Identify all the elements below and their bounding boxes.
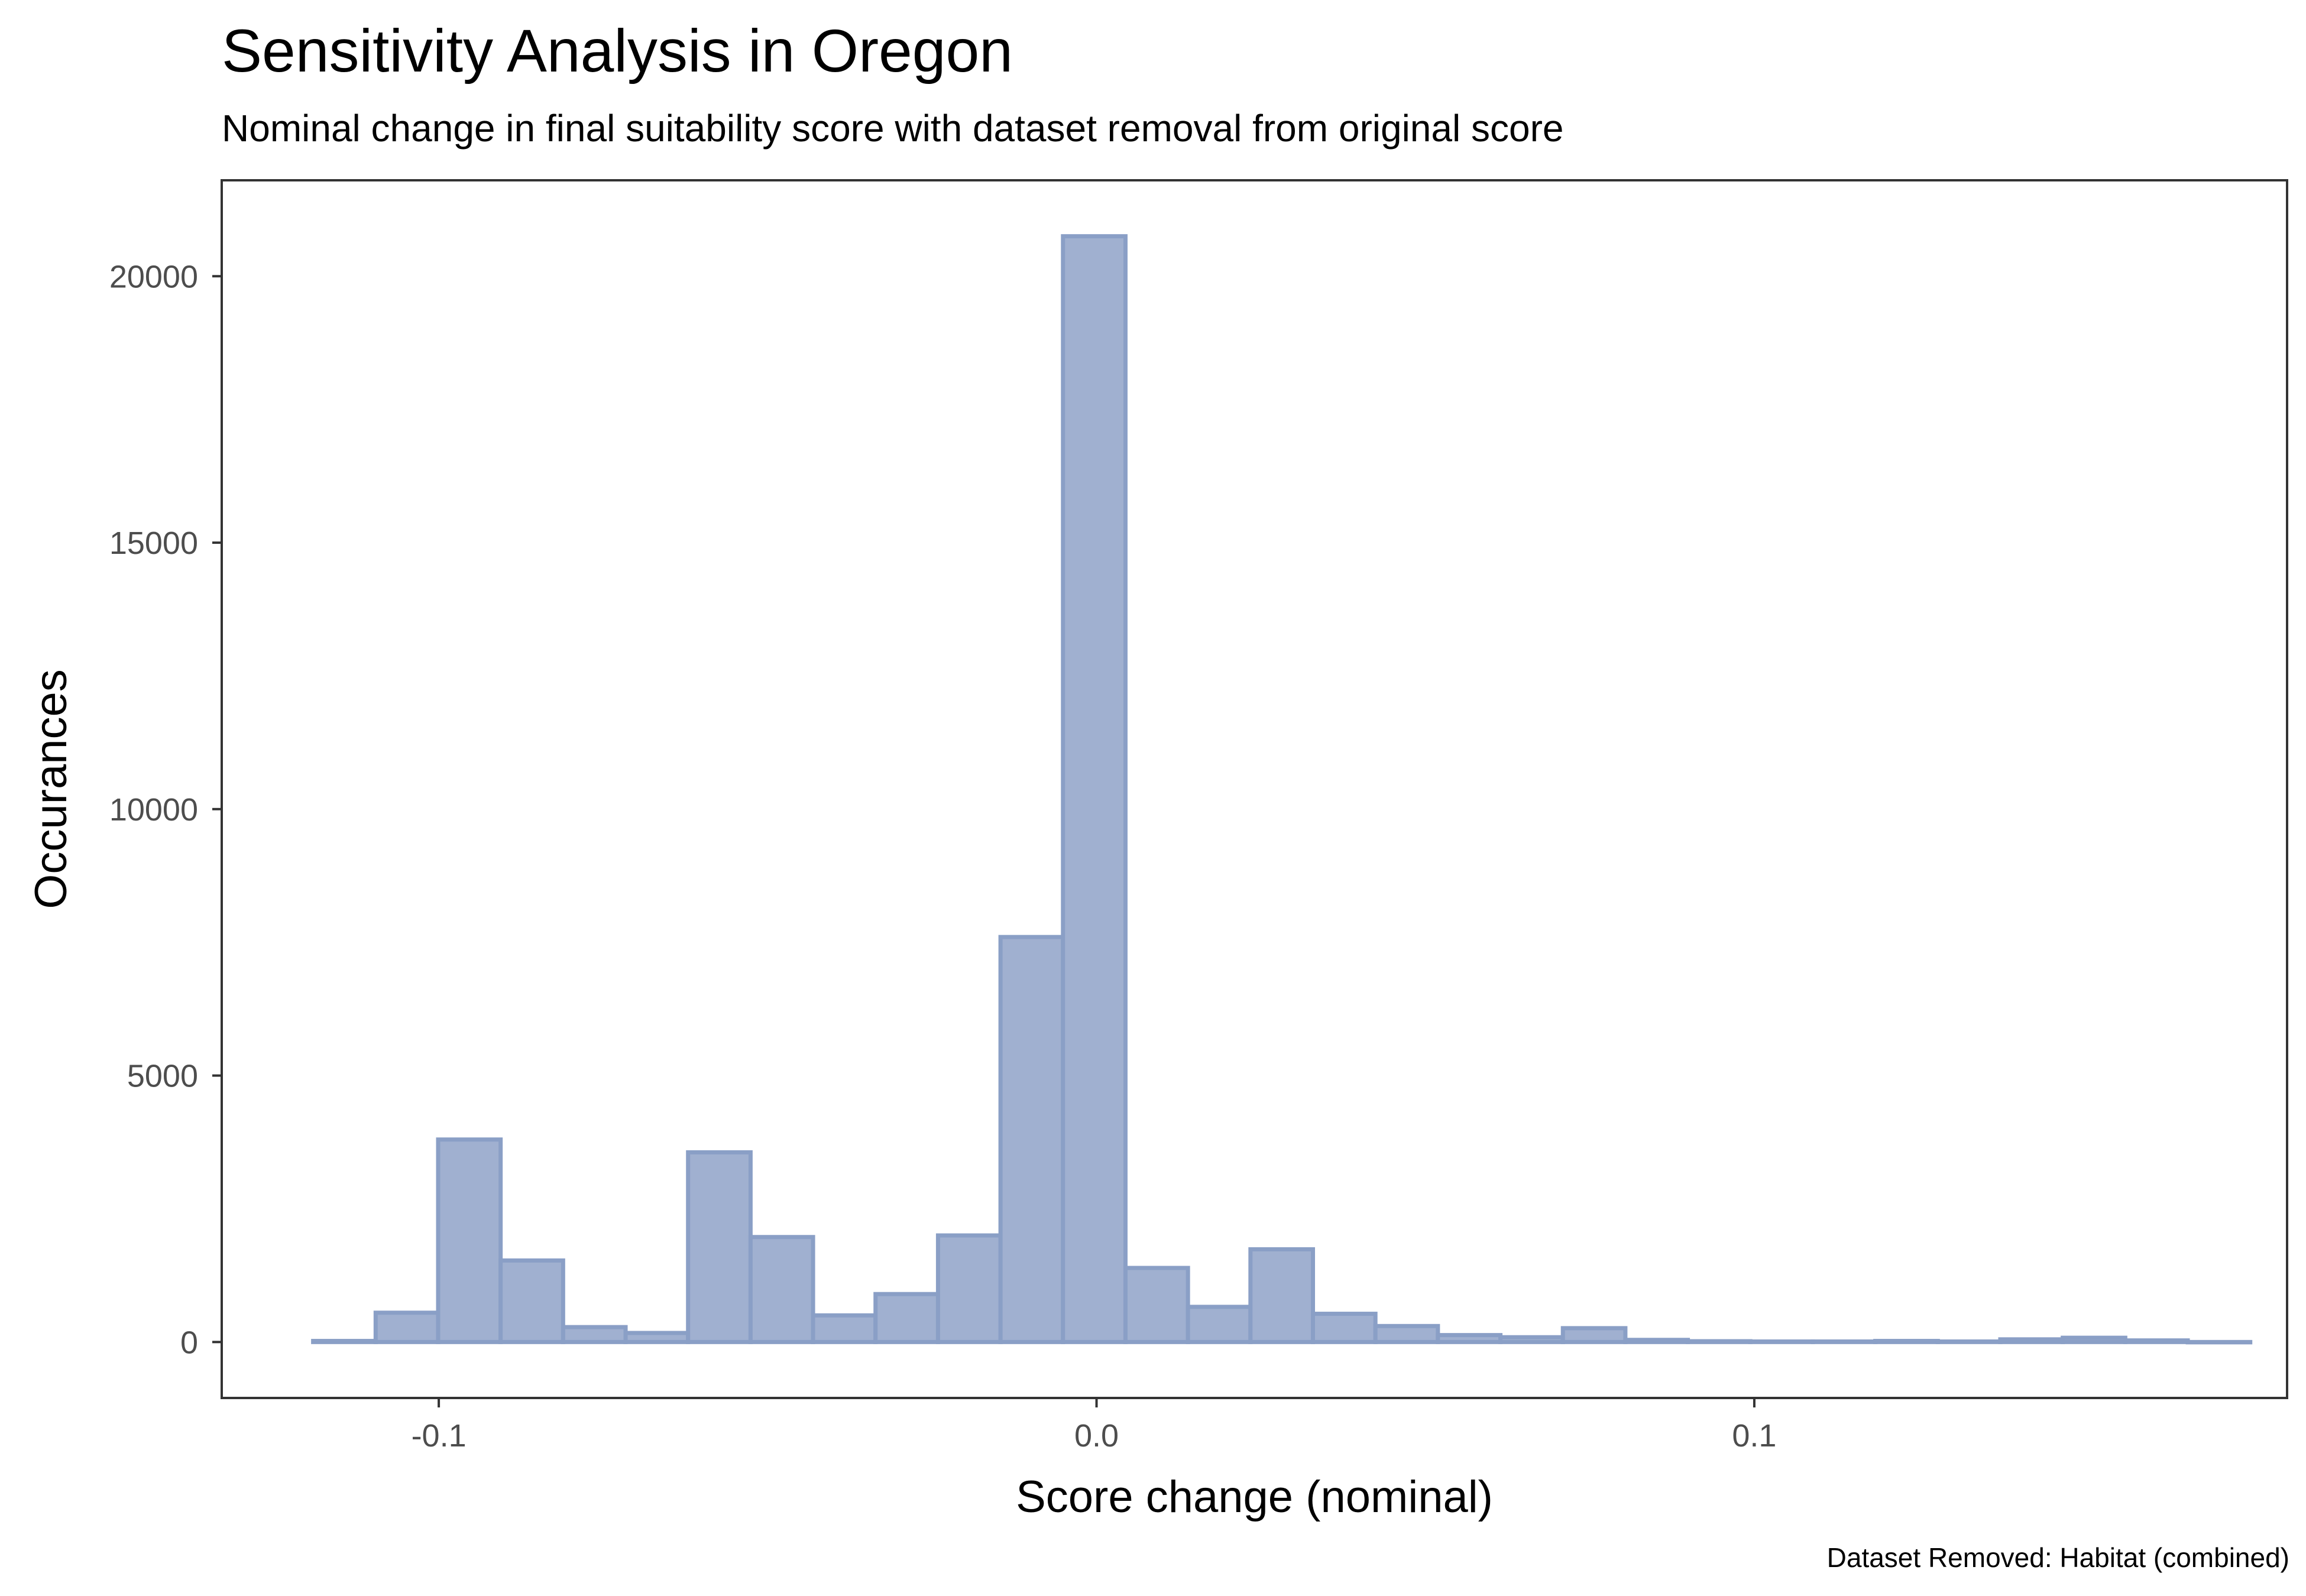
y-tick-label: 0 <box>180 1325 198 1360</box>
histogram-bar <box>1436 1333 1503 1344</box>
x-axis: -0.1 0.0 0.1 <box>412 1398 1776 1454</box>
x-tick-label: -0.1 <box>412 1418 467 1454</box>
histogram-bar <box>311 1339 378 1344</box>
histogram-bar <box>1311 1312 1378 1344</box>
histogram-bar <box>748 1235 815 1344</box>
histogram-bar <box>1748 1339 1815 1344</box>
histogram-bar <box>2123 1338 2190 1344</box>
histogram-bar <box>1998 1337 2065 1344</box>
histogram-bar <box>811 1313 878 1344</box>
histogram-bar <box>1686 1339 1753 1344</box>
plot-panel-border <box>221 179 2288 1399</box>
y-axis: 0 5000 10000 15000 20000 <box>109 259 222 1360</box>
y-tick-label: 10000 <box>109 792 198 828</box>
y-axis-title: Occurances <box>26 669 76 909</box>
y-tick-label: 15000 <box>109 525 198 561</box>
histogram-bar <box>1373 1323 1440 1344</box>
x-tick-label: 0.1 <box>1732 1418 1776 1454</box>
chart-title: Sensitivity Analysis in Oregon <box>222 17 1013 85</box>
histogram-bar <box>1061 234 1128 1344</box>
histogram-bar <box>1623 1338 1690 1344</box>
histogram-bar <box>686 1150 753 1344</box>
histogram-bar <box>436 1137 503 1344</box>
histogram-bar <box>1186 1305 1253 1344</box>
histogram-bar <box>1248 1247 1316 1344</box>
x-tick-label: 0.0 <box>1074 1418 1119 1454</box>
histogram-bar <box>1498 1335 1565 1344</box>
histogram-bar <box>373 1310 441 1344</box>
y-tick-label: 20000 <box>109 259 198 294</box>
histogram-bar <box>873 1292 940 1344</box>
histogram-bar <box>935 1233 1003 1344</box>
histogram-bar <box>998 935 1065 1344</box>
histogram-bar <box>1873 1339 1940 1344</box>
histogram-bar <box>623 1331 691 1344</box>
histogram-bar <box>1123 1266 1190 1344</box>
histogram-bar <box>1560 1326 1628 1344</box>
y-tick-label: 5000 <box>127 1059 198 1094</box>
histogram-bar <box>561 1325 628 1344</box>
histogram-bars <box>311 234 2253 1345</box>
chart-caption: Dataset Removed: Habitat (combined) <box>1826 1542 2289 1573</box>
chart-subtitle: Nominal change in final suitability scor… <box>222 107 1564 150</box>
histogram-bar <box>1811 1339 1878 1344</box>
histogram-bar <box>498 1258 565 1344</box>
histogram-bar <box>2061 1335 2127 1344</box>
histogram-bar <box>1935 1339 2003 1344</box>
x-axis-title: Score change (nominal) <box>1016 1472 1493 1522</box>
